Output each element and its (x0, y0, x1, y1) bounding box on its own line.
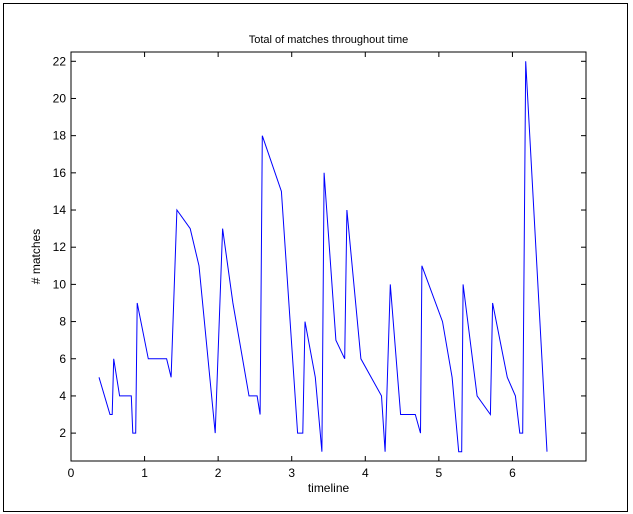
x-tick-label: 3 (288, 466, 295, 480)
y-tick-label: 10 (53, 277, 67, 291)
y-tick-label: 12 (53, 240, 67, 254)
plot-area (70, 51, 587, 462)
y-tick-label: 16 (53, 166, 67, 180)
y-axis-label: # matches (29, 229, 43, 284)
x-axis: 0 1 2 3 4 5 6 (68, 52, 516, 480)
y-axis: 2 4 6 8 10 12 14 16 18 20 22 (53, 54, 586, 440)
y-tick-label: 8 (59, 315, 66, 329)
y-tick-label: 20 (53, 91, 67, 105)
x-tick-label: 2 (215, 466, 222, 480)
chart-title: Total of matches throughout time (249, 34, 409, 46)
y-tick-label: 14 (53, 203, 67, 217)
x-axis-label: timeline (308, 481, 350, 495)
x-tick-label: 5 (436, 466, 443, 480)
series-layer (98, 61, 548, 453)
x-tick-label: 4 (362, 466, 369, 480)
y-tick-label: 18 (53, 129, 67, 143)
y-tick-label: 4 (59, 389, 66, 403)
x-tick-label: 0 (68, 466, 75, 480)
series-line-0 (98, 61, 548, 453)
y-tick-label: 22 (53, 54, 67, 68)
y-tick-label: 2 (59, 426, 66, 440)
x-tick-label: 6 (509, 466, 516, 480)
x-tick-label: 1 (141, 466, 148, 480)
y-tick-label: 6 (59, 352, 66, 366)
